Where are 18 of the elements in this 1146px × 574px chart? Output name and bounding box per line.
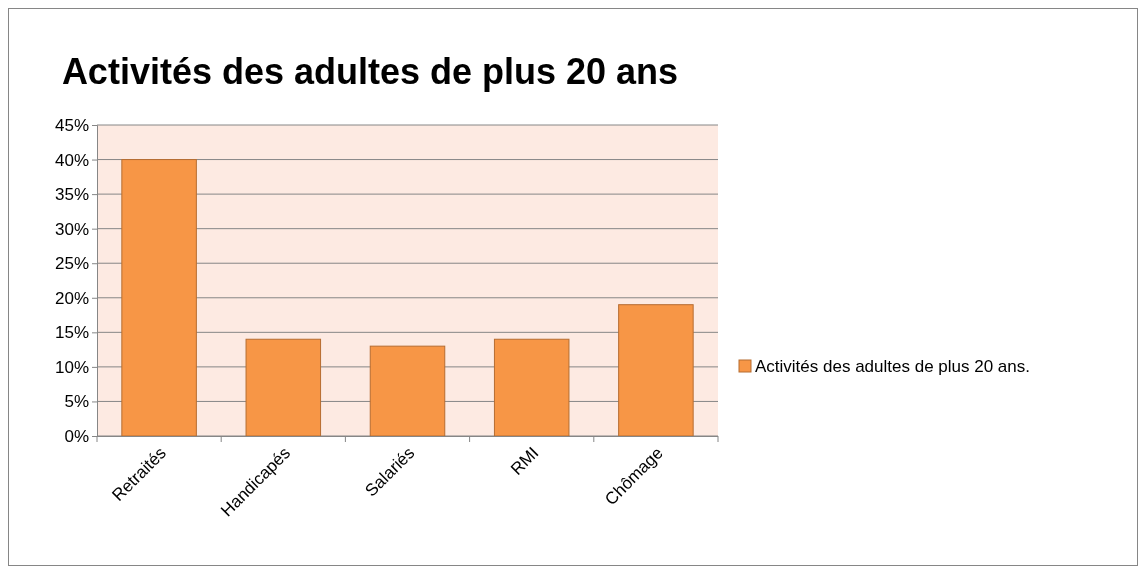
y-tick-label: 10% — [54, 357, 89, 377]
y-tick-label: 45% — [54, 115, 89, 135]
bar — [245, 338, 322, 437]
y-tick-label: 25% — [54, 254, 89, 274]
bar — [369, 345, 446, 437]
y-tick-label: 40% — [54, 150, 89, 170]
y-tick-label: 0% — [64, 426, 89, 446]
bar — [121, 159, 197, 437]
y-tick-label: 30% — [54, 219, 89, 239]
chart-title: Activités des adultes de plus 20 ans — [61, 51, 679, 92]
y-tick-label: 35% — [54, 185, 89, 205]
bar — [493, 338, 570, 437]
y-tick-label: 20% — [54, 288, 89, 308]
y-tick-label: 5% — [64, 392, 89, 412]
x-tick-label: RMI — [507, 443, 543, 479]
legend-label: Activités des adultes de plus 20 ans. — [755, 357, 1030, 376]
y-tick-label: 15% — [54, 323, 89, 343]
bar — [618, 304, 694, 437]
